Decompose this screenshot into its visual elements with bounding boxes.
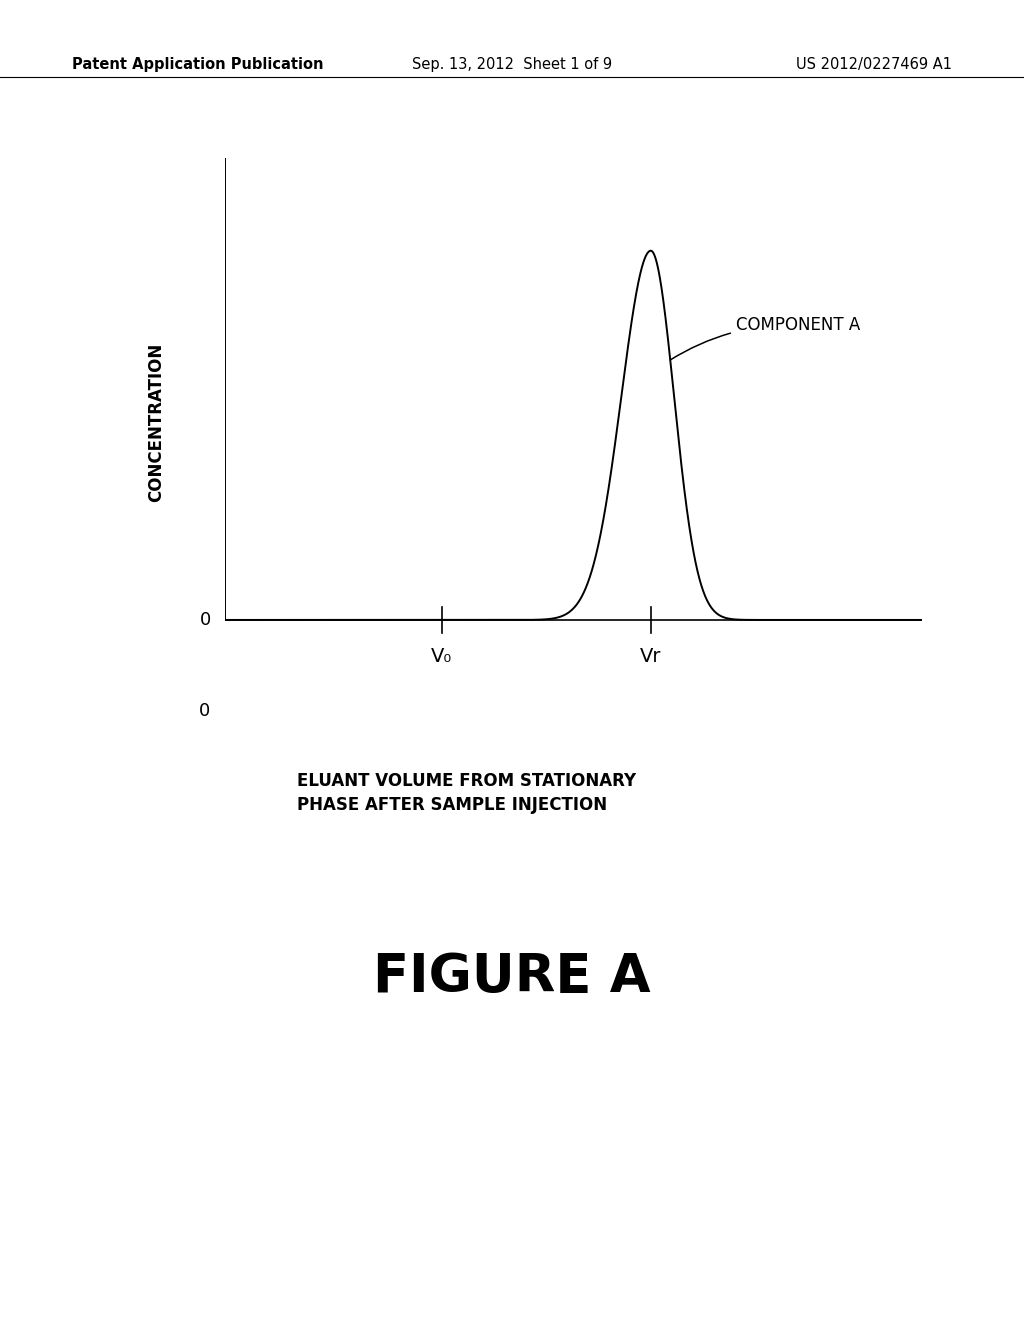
Text: 0: 0 [199, 702, 210, 721]
Text: US 2012/0227469 A1: US 2012/0227469 A1 [797, 57, 952, 71]
Text: 0: 0 [200, 611, 211, 628]
Text: Patent Application Publication: Patent Application Publication [72, 57, 324, 71]
Text: Sep. 13, 2012  Sheet 1 of 9: Sep. 13, 2012 Sheet 1 of 9 [412, 57, 612, 71]
Text: CONCENTRATION: CONCENTRATION [146, 343, 165, 502]
Text: ELUANT VOLUME FROM STATIONARY
PHASE AFTER SAMPLE INJECTION: ELUANT VOLUME FROM STATIONARY PHASE AFTE… [297, 772, 636, 814]
Text: Vr: Vr [640, 647, 662, 667]
Text: FIGURE A: FIGURE A [373, 950, 651, 1003]
Text: COMPONENT A: COMPONENT A [670, 315, 860, 360]
Text: V₀: V₀ [431, 647, 453, 667]
